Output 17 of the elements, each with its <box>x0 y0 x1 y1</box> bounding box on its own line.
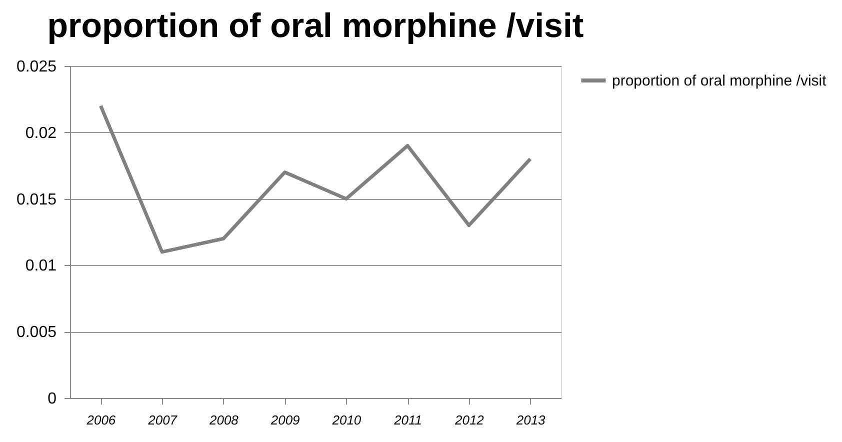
x-tick-label: 2006 <box>86 412 116 428</box>
x-tick-label: 2012 <box>454 412 485 428</box>
x-tick-label: 2007 <box>147 412 178 428</box>
x-tick-label: 2013 <box>515 412 546 428</box>
y-tick-label: 0.02 <box>25 124 57 142</box>
x-tick-label: 2008 <box>208 412 240 428</box>
y-tick-label: 0.005 <box>16 324 57 342</box>
x-tick-label: 2010 <box>331 412 362 428</box>
y-tick-label: 0.025 <box>16 58 57 76</box>
legend-label: proportion of oral morphine /visit <box>612 72 828 90</box>
y-tick-label: 0.01 <box>25 258 57 275</box>
y-tick-label: 0.015 <box>16 191 57 208</box>
y-tick-label: 0 <box>48 390 57 408</box>
chart-title: proportion of oral morphine /visit <box>47 7 584 45</box>
x-tick-label: 2011 <box>393 412 422 428</box>
x-tick-label: 2009 <box>270 412 300 428</box>
line-series <box>98 104 532 254</box>
